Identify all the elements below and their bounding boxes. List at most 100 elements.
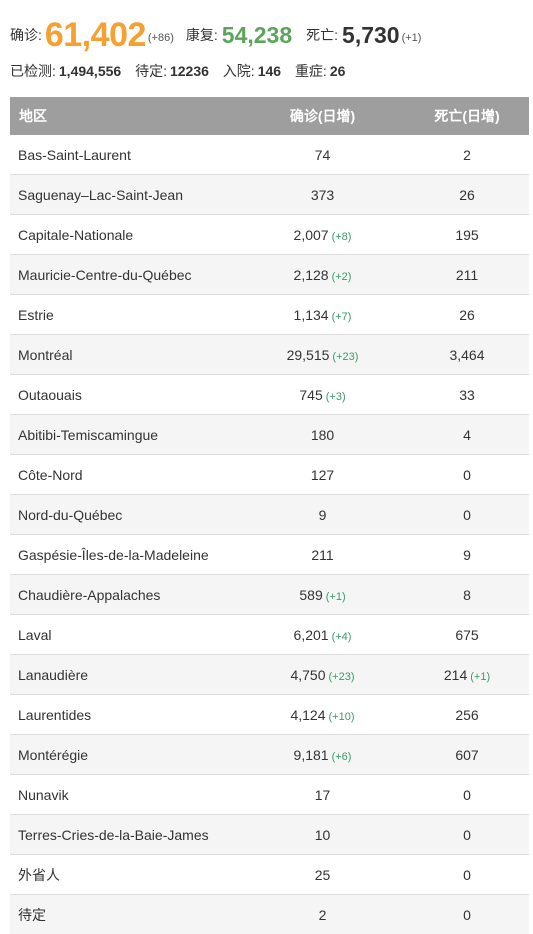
confirmed-cell: 17 [240,775,405,815]
region-name-cell: Nord-du-Québec [10,495,240,535]
deaths-cell: 214(+1) [405,655,529,695]
deaths-delta: (+1) [402,32,422,44]
region-name-cell: Montérégie [10,735,240,775]
confirmed-value: 9,181 [294,747,329,763]
region-name-cell: Capitale-Nationale [10,215,240,255]
deaths-cell: 0 [405,855,529,895]
hospitalized-label: 入院: [223,63,255,79]
confirmed-total: 61,402 [45,18,146,52]
deaths-cell: 195 [405,215,529,255]
table-header-row: 地区 确诊(日增) 死亡(日增) [10,97,529,135]
confirmed-cell: 589(+1) [240,575,405,615]
region-name-cell: Lanaudière [10,655,240,695]
deaths-cell: 0 [405,775,529,815]
region-name-cell: Outaouais [10,375,240,415]
deaths-cell: 211 [405,255,529,295]
confirmed-cell: 6,201(+4) [240,615,405,655]
summary-panel: 确诊: 61,402 (+86) 康复: 54,238 死亡: 5,730 (+… [10,14,525,81]
confirmed-cell: 2,128(+2) [240,255,405,295]
confirmed-cell: 745(+3) [240,375,405,415]
header-confirmed: 确诊(日增) [240,97,405,135]
confirmed-value: 1,134 [294,307,329,323]
confirmed-value: 4,124 [290,707,325,723]
confirmed-value: 2 [319,907,327,923]
confirmed-value: 2,007 [294,227,329,243]
deaths-cell: 0 [405,455,529,495]
region-name-cell: Côte-Nord [10,455,240,495]
region-name-cell: 待定 [10,895,240,934]
confirmed-value: 373 [311,187,334,203]
deaths-value: 8 [463,587,471,603]
confirmed-delta: (+86) [148,32,174,44]
deaths-label: 死亡: [306,25,338,45]
region-name-cell: 外省人 [10,855,240,895]
deaths-value: 0 [463,907,471,923]
region-name-cell: Laval [10,615,240,655]
confirmed-label: 确诊: [10,25,42,45]
confirmed-cell: 29,515(+23) [240,335,405,375]
icu-value: 26 [330,63,346,79]
confirmed-cell: 9,181(+6) [240,735,405,775]
deaths-value: 9 [463,547,471,563]
deaths-value: 195 [455,227,478,243]
confirmed-cell: 74 [240,135,405,175]
table-row: Capitale-Nationale 2,007(+8) 195 [10,215,529,255]
confirmed-cell: 10 [240,815,405,855]
confirmed-cell: 373 [240,175,405,215]
region-name-cell: Abitibi-Temiscamingue [10,415,240,455]
hospitalized-value: 146 [258,63,281,79]
table-row: 待定 2 0 [10,895,529,934]
confirmed-increase: (+8) [332,231,352,243]
deaths-value: 26 [459,187,475,203]
deaths-cell: 8 [405,575,529,615]
pending-label: 待定: [135,63,167,79]
confirmed-cell: 25 [240,855,405,895]
pending-value: 12236 [170,63,209,79]
table-row: Côte-Nord 127 0 [10,455,529,495]
confirmed-value: 10 [315,827,331,843]
region-name-cell: Nunavik [10,775,240,815]
confirmed-cell: 180 [240,415,405,455]
header-deaths: 死亡(日增) [405,97,529,135]
region-name-cell: Saguenay–Lac-Saint-Jean [10,175,240,215]
confirmed-cell: 127 [240,455,405,495]
deaths-value: 675 [455,627,478,643]
table-row: Saguenay–Lac-Saint-Jean 373 26 [10,175,529,215]
region-name-cell: Laurentides [10,695,240,735]
confirmed-increase: (+23) [332,351,358,363]
confirmed-increase: (+6) [332,751,352,763]
tested-label: 已检测: [10,63,56,79]
deaths-value: 33 [459,387,475,403]
deaths-value: 3,464 [449,347,484,363]
deaths-cell: 9 [405,535,529,575]
deaths-value: 0 [463,827,471,843]
confirmed-cell: 2 [240,895,405,934]
confirmed-value: 6,201 [294,627,329,643]
confirmed-cell: 4,750(+23) [240,655,405,695]
deaths-value: 211 [456,267,478,283]
confirmed-increase: (+1) [326,591,346,603]
deaths-cell: 0 [405,815,529,855]
region-name-cell: Bas-Saint-Laurent [10,135,240,175]
deaths-value: 4 [463,427,471,443]
deaths-value: 256 [455,707,478,723]
deaths-cell: 26 [405,175,529,215]
deaths-cell: 0 [405,495,529,535]
confirmed-value: 25 [315,867,331,883]
confirmed-cell: 1,134(+7) [240,295,405,335]
confirmed-value: 127 [311,467,334,483]
deaths-cell: 4 [405,415,529,455]
recovered-label: 康复: [186,25,218,45]
recovered-total: 54,238 [222,24,292,47]
